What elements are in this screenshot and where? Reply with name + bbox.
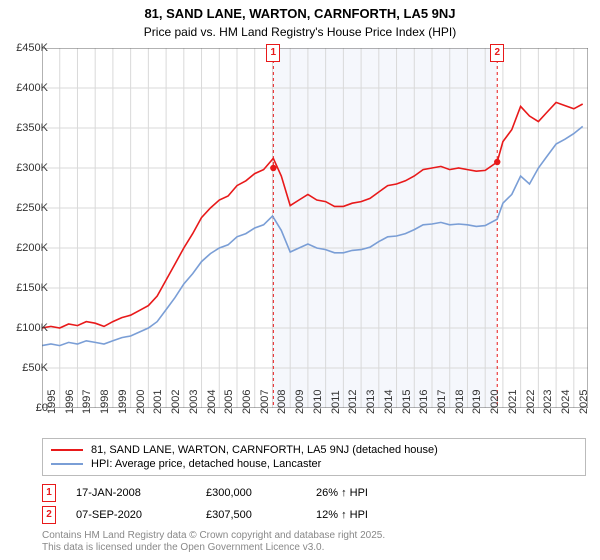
x-axis-label: 2009 [294,390,306,414]
x-axis-label: 2015 [401,390,413,414]
x-axis-label: 2013 [365,390,377,414]
x-axis-label: 2014 [383,390,395,414]
legend-swatch-1 [51,449,83,451]
y-axis-label: £200K [16,242,48,254]
event-delta-2: 12% ↑ HPI [316,509,426,521]
event-price-1: £300,000 [206,487,316,499]
y-axis-label: £150K [16,282,48,294]
x-axis-label: 2011 [330,390,342,414]
footnote-line-1: Contains HM Land Registry data © Crown c… [42,530,385,542]
x-axis-label: 2018 [454,390,466,414]
event-delta-1: 26% ↑ HPI [316,487,426,499]
event-date-1: 17-JAN-2008 [76,487,206,499]
legend-item-series-1: 81, SAND LANE, WARTON, CARNFORTH, LA5 9N… [51,443,577,457]
x-axis-label: 2016 [418,390,430,414]
y-axis-label: £300K [16,162,48,174]
y-axis-label: £50K [22,362,48,374]
event-row-1: 1 17-JAN-2008 £300,000 26% ↑ HPI [42,484,426,502]
event-marker-flag: 2 [490,44,504,62]
footnote-line-2: This data is licensed under the Open Gov… [42,542,385,554]
x-axis-label: 2012 [347,390,359,414]
plot-area [42,48,588,408]
legend: 81, SAND LANE, WARTON, CARNFORTH, LA5 9N… [42,438,586,476]
legend-label-1: 81, SAND LANE, WARTON, CARNFORTH, LA5 9N… [91,444,438,456]
x-axis-label: 2024 [560,390,572,414]
x-axis-label: 2005 [223,390,235,414]
x-axis-label: 1999 [117,390,129,414]
x-axis-label: 2025 [578,390,590,414]
y-axis-label: £450K [16,42,48,54]
y-axis-label: £250K [16,202,48,214]
x-axis-label: 1998 [99,390,111,414]
events-table: 1 17-JAN-2008 £300,000 26% ↑ HPI 2 07-SE… [42,480,426,524]
x-axis-label: 2008 [276,390,288,414]
x-axis-label: 2022 [525,390,537,414]
y-axis-label: £400K [16,82,48,94]
legend-label-2: HPI: Average price, detached house, Lanc… [91,458,321,470]
event-price-2: £307,500 [206,509,316,521]
x-axis-label: 1996 [64,390,76,414]
event-marker-1: 1 [42,484,56,502]
chart-title: 81, SAND LANE, WARTON, CARNFORTH, LA5 9N… [0,0,600,23]
x-axis-label: 2002 [170,390,182,414]
x-axis-label: 1997 [81,390,93,414]
x-axis-label: 2010 [312,390,324,414]
x-axis-label: 2023 [542,390,554,414]
x-axis-label: 2007 [259,390,271,414]
event-marker-flag: 1 [266,44,280,62]
y-axis-label: £350K [16,122,48,134]
x-axis-label: 2003 [188,390,200,414]
x-axis-label: 2020 [489,390,501,414]
x-axis-label: 2004 [206,390,218,414]
event-date-2: 07-SEP-2020 [76,509,206,521]
x-axis-label: 2006 [241,390,253,414]
x-axis-label: 2001 [152,390,164,414]
chart-subtitle: Price paid vs. HM Land Registry's House … [0,23,600,39]
y-axis-label: £100K [16,322,48,334]
event-marker-2: 2 [42,506,56,524]
x-axis-label: 1995 [46,390,58,414]
x-axis-label: 2019 [471,390,483,414]
event-row-2: 2 07-SEP-2020 £307,500 12% ↑ HPI [42,506,426,524]
legend-swatch-2 [51,463,83,465]
legend-item-series-2: HPI: Average price, detached house, Lanc… [51,457,577,471]
x-axis-label: 2021 [507,390,519,414]
chart-svg [42,48,588,408]
footnote: Contains HM Land Registry data © Crown c… [42,530,385,554]
x-axis-label: 2017 [436,390,448,414]
x-axis-label: 2000 [135,390,147,414]
